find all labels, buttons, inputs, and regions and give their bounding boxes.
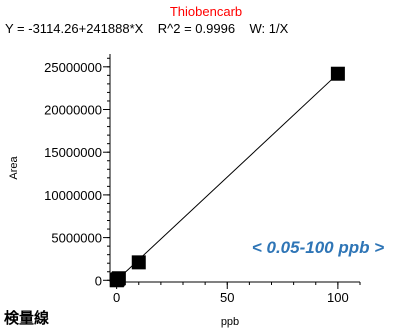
x-tick-label: 50	[220, 290, 234, 305]
regression-line	[116, 67, 345, 281]
y-tick-label: 20000000	[44, 103, 102, 118]
y-tick-label: 25000000	[44, 60, 102, 75]
y-axis-label: Area	[8, 156, 20, 180]
x-axis-label: ppb	[221, 316, 239, 328]
y-tick-label: 5000000	[51, 231, 102, 246]
y-axis: 0 5000000 10000000 15000000 20000000 25000000	[44, 54, 111, 288]
data-point	[330, 66, 345, 81]
range-annotation: < 0.05-100 ppb >	[252, 238, 384, 257]
x-tick-label: 0	[113, 290, 120, 305]
y-tick-label: 10000000	[44, 188, 102, 203]
data-point	[111, 271, 126, 286]
figure-caption: 検量線	[4, 309, 49, 327]
data-point	[131, 255, 146, 270]
y-tick-label: 0	[95, 273, 102, 288]
x-axis: 0 50 100	[110, 281, 361, 305]
chart-title: Thiobencarb	[170, 4, 242, 19]
x-tick-label: 100	[327, 290, 349, 305]
regression-equation: Y = -3114.26+241888*X R^2 = 0.9996 W: 1/…	[5, 21, 289, 36]
y-tick-label: 15000000	[44, 145, 102, 160]
